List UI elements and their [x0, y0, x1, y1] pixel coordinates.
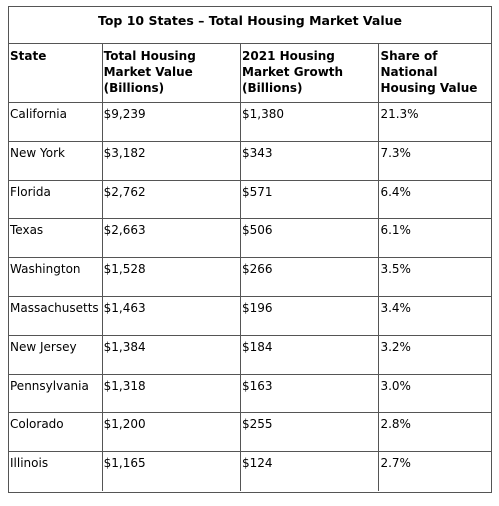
cell-growth: $1,380	[241, 103, 380, 141]
table-title: Top 10 States – Total Housing Market Val…	[9, 7, 491, 44]
cell-share: 3.0%	[380, 378, 411, 393]
cell-state: Washington	[9, 258, 103, 296]
cell-share: 6.4%	[380, 184, 411, 199]
header-growth: 2021 Housing Market Growth (Billions)	[241, 44, 380, 102]
cell-total-value: $1,165	[103, 452, 242, 491]
header-state: State	[9, 44, 103, 102]
cell-share: 3.4%	[380, 300, 411, 315]
cell-state: Colorado	[9, 413, 103, 452]
header-share: Share of National Housing Value	[380, 49, 478, 95]
cell-growth: $255	[241, 413, 380, 452]
table-row: Massachusetts $1,463 $196 3.4%	[9, 296, 491, 336]
table-row: Washington $1,528 $266 3.5%	[9, 258, 491, 297]
cell-share: 3.5%	[380, 262, 411, 277]
cell-state: Illinois	[9, 452, 103, 491]
cell-total-value: $2,663	[103, 219, 242, 258]
cell-share: 6.1%	[380, 223, 411, 238]
cell-growth: $506	[241, 219, 380, 258]
cell-total-value: $1,528	[103, 258, 242, 296]
cell-state: Texas	[9, 219, 103, 258]
cell-share: 21.3%	[380, 107, 419, 121]
cell-total-value: $3,182	[103, 141, 242, 180]
cell-share: 2.7%	[380, 456, 411, 471]
cell-share: 7.3%	[380, 145, 411, 160]
cell-state: New York	[9, 141, 103, 180]
cell-total-value: $1,200	[103, 413, 242, 452]
header-total-value: Total Housing Market Value (Billions)	[103, 44, 242, 102]
cell-growth: $343	[241, 141, 380, 180]
cell-growth: $266	[241, 258, 380, 296]
cell-state: Florida	[9, 180, 103, 219]
cell-total-value: $2,762	[103, 180, 242, 219]
cell-total-value: $1,318	[103, 374, 242, 413]
cell-total-value: $9,239	[103, 103, 242, 141]
cell-state: New Jersey	[9, 335, 103, 374]
table-row: Florida $2,762 $571 6.4%	[9, 180, 491, 220]
cell-total-value: $1,463	[103, 296, 242, 335]
cell-state: Pennsylvania	[9, 374, 103, 413]
cell-share: 3.2%	[380, 339, 411, 354]
cell-total-value: $1,384	[103, 335, 242, 374]
table-row: New York $3,182 $343 7.3%	[9, 141, 491, 181]
housing-table: Top 10 States – Total Housing Market Val…	[8, 6, 492, 493]
cell-state: Massachusetts	[9, 296, 103, 335]
table-row: Illinois $1,165 $124 2.7%	[9, 452, 491, 491]
cell-growth: $163	[241, 374, 380, 413]
table-row: Pennsylvania $1,318 $163 3.0%	[9, 374, 491, 414]
table-header-row: State Total Housing Market Value (Billio…	[9, 44, 491, 103]
table-row: California $9,239 $1,380 21.3%	[9, 103, 491, 142]
cell-growth: $571	[241, 180, 380, 219]
cell-state: California	[9, 103, 103, 141]
cell-growth: $196	[241, 296, 380, 335]
cell-growth: $184	[241, 335, 380, 374]
table-row: Colorado $1,200 $255 2.8%	[9, 413, 491, 453]
table-row: New Jersey $1,384 $184 3.2%	[9, 335, 491, 375]
cell-growth: $124	[241, 452, 380, 491]
table-row: Texas $2,663 $506 6.1%	[9, 219, 491, 259]
cell-share: 2.8%	[380, 417, 411, 432]
